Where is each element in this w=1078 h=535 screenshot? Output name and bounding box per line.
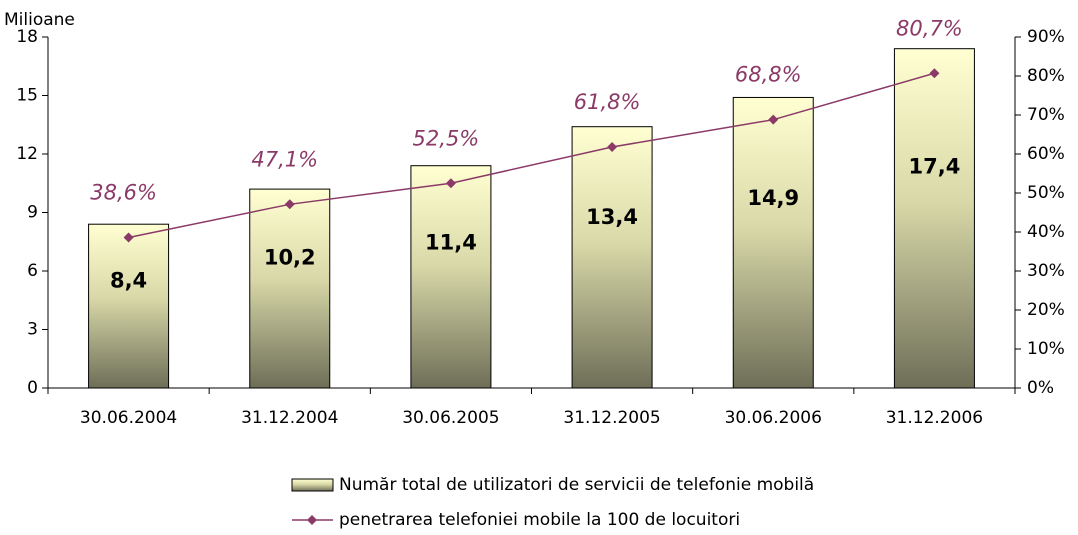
line-value-label: 68,8% xyxy=(735,63,802,87)
y-tick-label: 12 xyxy=(16,144,38,164)
bar xyxy=(410,165,492,389)
x-tick-label: 31.12.2004 xyxy=(241,408,338,428)
x-tick-label: 31.12.2005 xyxy=(563,408,660,428)
bar xyxy=(88,223,170,389)
legend-swatch xyxy=(291,478,334,492)
y-tick-label: 0 xyxy=(27,378,38,398)
y-tick-label: 9 xyxy=(27,203,38,223)
y2-tick-label: 70% xyxy=(1027,105,1065,125)
y2-tick-label: 30% xyxy=(1027,261,1065,281)
x-tick-label: 31.12.2006 xyxy=(886,408,983,428)
bar-value-label: 10,2 xyxy=(264,246,316,270)
y2-tick-label: 80% xyxy=(1027,66,1065,86)
y2-tick-label: 0% xyxy=(1027,378,1054,398)
bar-value-label: 11,4 xyxy=(425,231,477,255)
bar xyxy=(893,48,975,389)
line-value-label: 80,7% xyxy=(896,16,963,40)
line-marker xyxy=(284,199,295,210)
y-tick-label: 6 xyxy=(27,261,38,281)
y-tick-label: 18 xyxy=(16,27,38,47)
line xyxy=(128,72,935,239)
y-axis-label: Milioane xyxy=(4,10,75,30)
bar-value-label: 13,4 xyxy=(586,205,638,229)
y2-tick-label: 90% xyxy=(1027,27,1065,47)
x-tick-label: 30.06.2004 xyxy=(80,408,177,428)
y2-tick-label: 50% xyxy=(1027,183,1065,203)
line-marker xyxy=(929,68,940,79)
line-value-label: 52,5% xyxy=(413,126,480,150)
x-tick-label: 30.06.2006 xyxy=(725,408,822,428)
bar-value-label: 17,4 xyxy=(909,154,961,178)
bar xyxy=(571,126,653,389)
y2-tick-label: 20% xyxy=(1027,300,1065,320)
y-tick-label: 3 xyxy=(27,320,38,340)
bar-value-label: 8,4 xyxy=(110,269,147,293)
y2-tick-label: 60% xyxy=(1027,144,1065,164)
legend-label: penetrarea telefoniei mobile la 100 de l… xyxy=(339,510,740,530)
bar xyxy=(732,96,814,389)
y-tick-label: 15 xyxy=(16,86,38,106)
line-marker xyxy=(607,141,618,152)
line-marker xyxy=(123,232,134,243)
bar xyxy=(249,188,331,389)
line-marker xyxy=(768,114,779,125)
x-tick-label: 30.06.2005 xyxy=(402,408,499,428)
legend-label: Număr total de utilizatori de servicii d… xyxy=(339,475,814,495)
y2-tick-label: 10% xyxy=(1027,339,1065,359)
y2-tick-label: 40% xyxy=(1027,222,1065,242)
line-value-label: 38,6% xyxy=(90,180,157,204)
line-value-label: 61,8% xyxy=(574,90,641,114)
line-value-label: 47,1% xyxy=(251,147,318,171)
bar-value-label: 14,9 xyxy=(747,186,799,210)
legend-marker xyxy=(307,515,317,525)
line-marker xyxy=(445,178,456,189)
